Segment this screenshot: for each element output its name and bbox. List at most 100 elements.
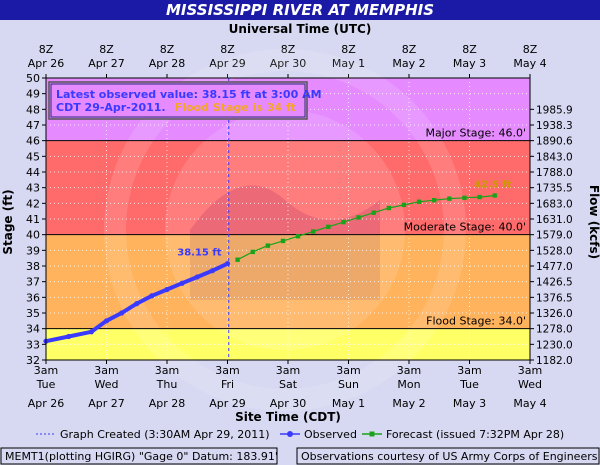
stage-tick-label: 39: [26, 244, 40, 257]
forecast-point: [371, 210, 376, 215]
x-tick-time: 3am: [276, 364, 300, 377]
top-tick-date: Apr 30: [270, 57, 307, 70]
top-tick-date: Apr 27: [88, 57, 125, 70]
flow-tick-label: 1278.0: [536, 324, 573, 336]
annotation-line2: CDT 29-Apr-2011. Flood Stage is 34 ft: [56, 96, 296, 115]
flow-tick-label: 1938.3: [536, 120, 573, 132]
point-labels: 38.15 ft 42.5 ft: [177, 180, 511, 259]
top-tick-time: 8Z: [281, 43, 296, 56]
top-tick-date: Apr 28: [149, 57, 186, 70]
x-tick-day: Thu: [156, 378, 178, 391]
forecast-peak-label: 42.5 ft: [474, 180, 512, 191]
top-tick-date: May 1: [332, 57, 365, 70]
x-tick-day: Fri: [221, 378, 234, 391]
legend-forecast-marker: [369, 431, 375, 437]
chart-title: MISSISSIPPI RIVER AT MEMPHIS: [166, 1, 434, 19]
x-tick-date: Apr 26: [28, 397, 65, 410]
x-tick-date: Apr 27: [88, 397, 125, 410]
stage-tick-label: 36: [26, 291, 40, 304]
top-tick-time: 8Z: [462, 43, 477, 56]
forecast-point: [492, 193, 497, 198]
flow-tick-label: 1683.0: [536, 198, 573, 210]
stage-tick-label: 46: [26, 135, 40, 148]
observed-point: [149, 293, 155, 299]
x-tick-date: Apr 28: [149, 397, 186, 410]
stage-tick-label: 38: [26, 260, 40, 273]
x-tick-day: Mon: [397, 378, 420, 391]
stage-tick-label: 44: [26, 166, 40, 179]
forecast-point: [447, 196, 452, 201]
noaa-watermark: [104, 49, 466, 411]
top-tick-time: 8Z: [99, 43, 114, 56]
flow-tick-label: 1477.0: [536, 261, 573, 273]
x-tick-time: 3am: [397, 364, 421, 377]
top-tick-date: Apr 29: [209, 57, 246, 70]
stage-threshold-label: Flood Stage: 34.0': [426, 315, 526, 328]
stage-tick-label: 45: [26, 150, 40, 163]
forecast-point: [477, 194, 482, 200]
stage-tick-label: 34: [26, 323, 40, 336]
forecast-point: [326, 224, 331, 230]
observed-series: [43, 261, 231, 344]
annotation-flood-stage: Flood Stage is 34 ft: [175, 101, 296, 114]
stage-tick-label: 40: [26, 229, 40, 242]
forecast-point: [416, 199, 422, 204]
flow-tick-label: 1230.0: [536, 339, 573, 351]
x-tick-time: 3am: [34, 364, 58, 377]
x-tick-date: May 2: [392, 397, 425, 410]
flow-tick-label: 1426.5: [536, 277, 573, 289]
stage-tick-label: 37: [26, 276, 40, 289]
flow-tick-label: 1843.0: [536, 151, 573, 163]
stage-tick-label: 48: [26, 103, 40, 116]
observed-point: [164, 286, 170, 293]
forecast-point: [235, 257, 240, 262]
footer-credit: Observations courtesy of US Army Corps o…: [301, 450, 598, 463]
x-tick-time: 3am: [518, 364, 542, 377]
x-tick-date: May 1: [332, 397, 365, 410]
flow-tick-label: 1579.0: [536, 230, 573, 242]
x-tick-day: Wed: [95, 378, 119, 391]
observed-point: [179, 280, 185, 286]
stage-tick-label: 42: [26, 197, 40, 210]
forecast-point: [356, 215, 361, 220]
flow-tick-label: 1631.0: [536, 214, 573, 226]
legend: Graph Created (3:30AM Apr 29, 2011) Obse…: [36, 428, 564, 441]
observed-point: [194, 274, 200, 280]
latest-value-annotation: Latest observed value: 38.15 ft at 3:00 …: [48, 81, 322, 120]
top-tick-date: Apr 26: [28, 57, 65, 70]
forecast-point: [341, 219, 346, 225]
x-tick-time: 3am: [457, 364, 481, 377]
x-tick-day: Wed: [518, 378, 542, 391]
x-tick-day: Sat: [279, 378, 298, 391]
forecast-point: [280, 238, 286, 244]
flow-tick-label: 1376.5: [536, 292, 573, 304]
observed-point: [209, 268, 215, 274]
stage-threshold-lines: Major Stage: 46.0' Moderate Stage: 40.0' F…: [46, 127, 530, 330]
x-tick-day: Sun: [338, 378, 359, 391]
forecast-point: [432, 198, 437, 203]
top-tick-date: May 3: [453, 57, 486, 70]
legend-observed-marker: [287, 431, 293, 437]
x-tick-time: 3am: [215, 364, 239, 377]
forecast-line: [237, 194, 495, 261]
forecast-point: [401, 202, 407, 208]
top-axis-title: Universal Time (UTC): [229, 22, 372, 36]
flow-tick-label: 1788.0: [536, 167, 573, 179]
stage-tick-label: 43: [26, 182, 40, 195]
observed-point: [224, 261, 231, 267]
footer-credit-box: [296, 447, 600, 465]
legend-graph-created: Graph Created (3:30AM Apr 29, 2011): [60, 428, 270, 441]
annotation-line1: Latest observed value: 38.15 ft at 3:00 …: [56, 88, 322, 101]
observed-point: [119, 310, 125, 316]
observed-line: [45, 261, 229, 344]
observed-point: [88, 329, 94, 335]
stage-axis-title: Stage (ft): [1, 189, 15, 254]
x-tick-time: 3am: [155, 364, 179, 377]
observed-point: [103, 318, 110, 324]
stage-tick-label: 50: [26, 72, 40, 85]
x-tick-day: Tue: [36, 378, 56, 391]
x-tick-date: May 4: [513, 397, 546, 410]
